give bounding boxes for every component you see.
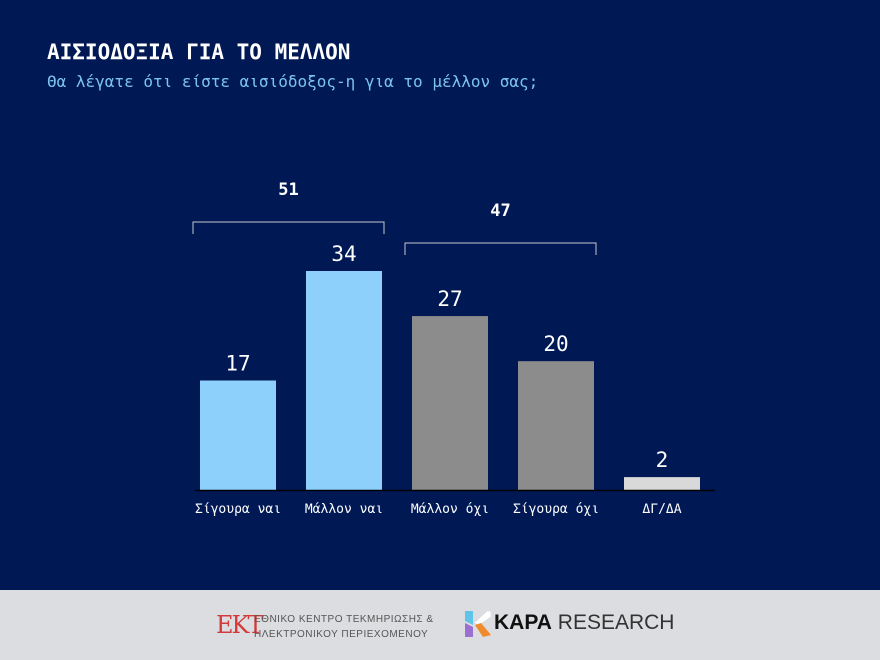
kapa-research-logo: KAPA RESEARCH: [494, 611, 674, 635]
category-label: Σίγουρα ναι: [195, 502, 281, 517]
bar: [624, 477, 700, 490]
bar-chart: 17 Σίγουρα ναι 34 Μάλλον ναι 27 Μάλλον όχι 20 Σ…: [192, 180, 715, 517]
bar: [518, 361, 594, 490]
category-label: ΔΓ/ΔΑ: [642, 502, 681, 517]
data-label: 34: [331, 242, 356, 266]
category-label: Μάλλον όχι: [411, 502, 489, 517]
data-label: 17: [225, 352, 250, 376]
ekt-name: ΕΘΝΙΚΟ ΚΕΝΤΡΟ ΤΕΚΜΗΡΙΩΣΗΣ & ΗΛΕΚΤΡΟΝΙΚΟΥ …: [254, 612, 434, 642]
data-label: 27: [437, 287, 462, 311]
group-total-label: 47: [490, 201, 510, 221]
group-bracket: [192, 221, 385, 234]
bar: [306, 271, 382, 490]
ekt-line1: ΕΘΝΙΚΟ ΚΕΝΤΡΟ ΤΕΚΜΗΡΙΩΣΗΣ &: [254, 614, 434, 625]
data-label: 20: [543, 332, 568, 356]
ekt-line2: ΗΛΕΚΤΡΟΝΙΚΟΥ ΠΕΡΙΕΧΟΜΕΝΟΥ: [254, 629, 429, 640]
bar: [200, 380, 276, 490]
group-bracket: [404, 242, 597, 255]
footer: [0, 590, 880, 660]
data-label: 2: [656, 448, 669, 472]
group-total-label: 51: [278, 180, 298, 200]
ekt-logo: ΕΚΤ: [216, 611, 263, 639]
bar: [412, 316, 488, 490]
kapa-logo-icon: [465, 611, 491, 637]
page-subtitle: Θα λέγατε ότι είστε αισιόδοξος-η για το …: [47, 72, 539, 91]
category-label: Σίγουρα όχι: [513, 502, 599, 517]
category-label: Μάλλον ναι: [305, 502, 383, 517]
kapa-rest: RESEARCH: [551, 611, 675, 634]
chart-panel: ΑΙΣΙΟΔΟΞΙΑ ΓΙΑ ΤΟ ΜΕΛΛΟΝ Θα λέγατε ότι ε…: [0, 0, 880, 590]
page-title: ΑΙΣΙΟΔΟΞΙΑ ΓΙΑ ΤΟ ΜΕΛΛΟΝ: [47, 40, 351, 64]
kapa-bold: KAPA: [494, 611, 552, 634]
